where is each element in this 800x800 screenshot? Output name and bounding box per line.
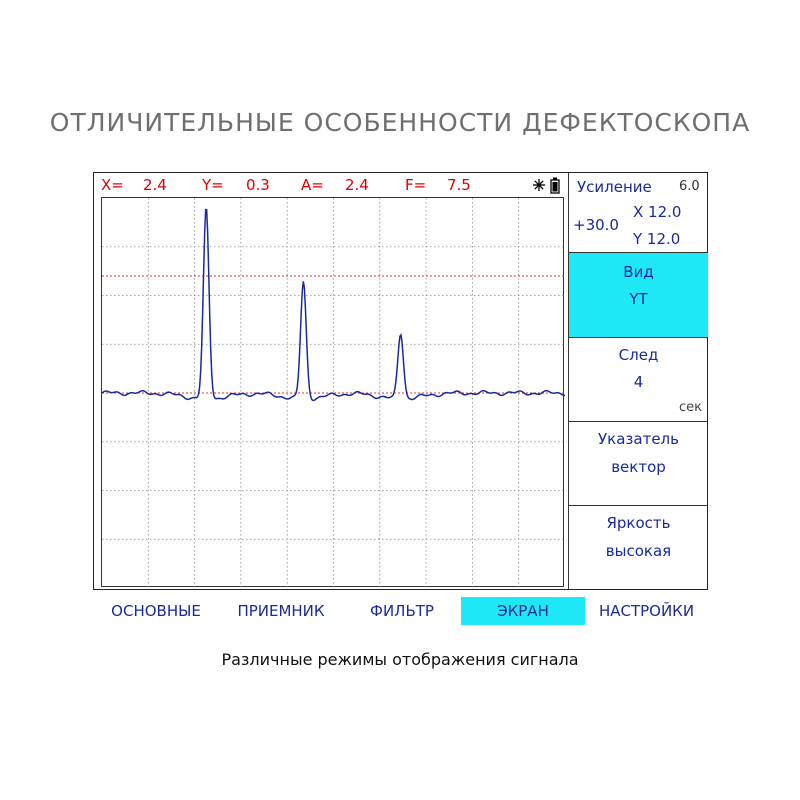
x-label: X=	[101, 176, 124, 194]
bottom-menu-tabs: ОСНОВНЫЕ ПРИЕМНИК ФИЛЬТР ЭКРАН НАСТРОЙКИ	[93, 597, 708, 627]
battery-icon	[550, 177, 560, 194]
gain-x-value: X 12.0	[633, 203, 682, 221]
brightness-value: высокая	[605, 542, 672, 560]
view-panel[interactable]: Вид YT	[569, 253, 708, 338]
trace-label: След	[618, 346, 659, 364]
gain-step: 6.0	[679, 179, 700, 194]
pointer-panel[interactable]: Указатель вектор	[569, 422, 708, 506]
y-label: Y=	[202, 176, 224, 194]
signal-plot[interactable]	[101, 197, 565, 588]
brightness-label: Яркость	[606, 514, 671, 532]
x-value: 2.4	[143, 176, 167, 194]
tab-settings[interactable]: НАСТРОЙКИ	[598, 602, 695, 620]
gain-db-value: +30.0	[573, 216, 619, 234]
signal-trace	[102, 208, 565, 402]
brightness-panel[interactable]: Яркость высокая	[569, 506, 708, 589]
pointer-label: Указатель	[598, 430, 679, 448]
a-label: A=	[301, 176, 324, 194]
tab-receiver[interactable]: ПРИЕМНИК	[237, 602, 325, 620]
view-label: Вид	[623, 263, 654, 281]
tab-filter[interactable]: ФИЛЬТР	[370, 602, 434, 620]
gain-label: Усиление	[577, 178, 652, 196]
y-value: 0.3	[246, 176, 270, 194]
f-value: 7.5	[447, 176, 471, 194]
side-menu: Усиление 6.0 +30.0 X 12.0 Y 12.0 Вид YT …	[568, 173, 708, 589]
a-value: 2.4	[345, 176, 369, 194]
gain-y-value: Y 12.0	[633, 230, 681, 248]
image-caption: Различные режимы отображения сигнала	[221, 650, 579, 669]
view-value: YT	[629, 290, 648, 308]
page-title: ОТЛИЧИТЕЛЬНЫЕ ОСОБЕННОСТИ ДЕФЕКТОСКОПА	[49, 108, 751, 137]
status-icons	[531, 175, 563, 195]
trace-panel[interactable]: След 4 сек	[569, 338, 708, 422]
flaw-detector-screen: X= 2.4 Y= 0.3 A= 2.4 F= 7.5	[93, 172, 708, 590]
trace-value: 4	[633, 373, 644, 391]
pointer-value: вектор	[611, 458, 666, 476]
brightness-icon	[533, 179, 545, 191]
measurement-readout: X= 2.4 Y= 0.3 A= 2.4 F= 7.5	[94, 173, 567, 197]
tab-screen[interactable]: ЭКРАН	[461, 597, 585, 625]
gain-panel[interactable]: Усиление 6.0 +30.0 X 12.0 Y 12.0	[569, 173, 708, 253]
f-label: F=	[405, 176, 427, 194]
trace-unit: сек	[679, 400, 702, 415]
tab-main[interactable]: ОСНОВНЫЕ	[111, 602, 201, 620]
